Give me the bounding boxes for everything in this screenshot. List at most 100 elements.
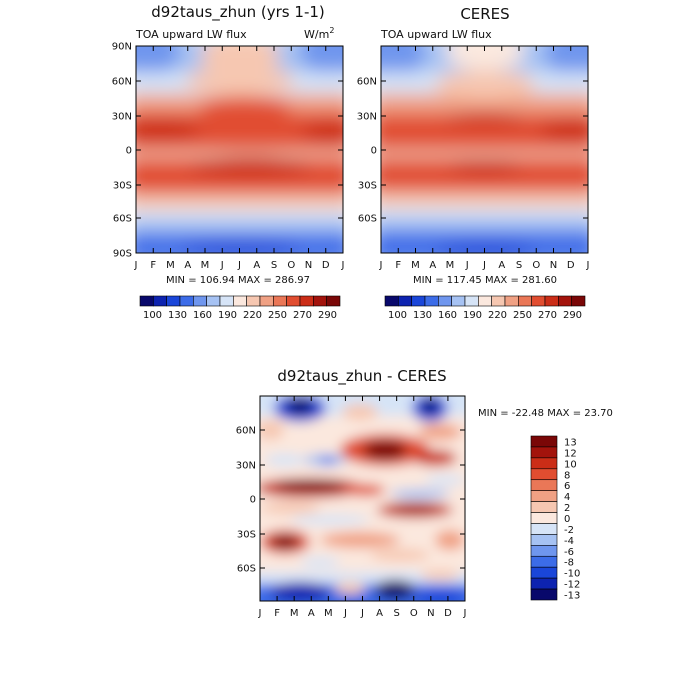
panel-diff-colorbar-label: 4	[564, 492, 570, 503]
panel-ceres-xtick-label: S	[516, 260, 522, 271]
panel-ceres: CERES TOA upward LW flux	[357, 5, 590, 321]
panel-model-ytick-label: 30S	[113, 181, 132, 192]
panel-ceres-xtick-label: J	[586, 260, 590, 271]
panel-model-colorbar-swatch	[259, 295, 274, 307]
panel-diff-xtick-label: M	[290, 608, 299, 619]
panel-diff-colorbar-swatch	[530, 479, 558, 491]
panel-ceres-xtick-label: J	[482, 260, 486, 271]
panel-model-xtick-label: O	[287, 260, 295, 271]
panel-ceres-xtick-label: M	[446, 260, 455, 271]
panel-ceres-colorbar-label: 220	[488, 310, 507, 321]
panel-diff-xtick-label: J	[463, 608, 467, 619]
panel-ceres-colorbar-swatch	[384, 295, 399, 307]
panel-diff-colorbar-swatch	[530, 446, 558, 459]
panel-model-colorbar-label: 160	[193, 310, 212, 321]
panel-diff-colorbar-label: 8	[564, 470, 570, 481]
panel-model-colorbar-label: 190	[218, 310, 237, 321]
panel-ceres-colorbar-swatch	[424, 295, 439, 307]
panel-ceres-colorbar-label: 160	[438, 310, 457, 321]
panel-model-colorbar: 100 130 160 190 220 250 270 290	[139, 295, 341, 321]
panel-model-xtick-label: A	[253, 260, 260, 271]
panel-ceres-xtick-label: D	[567, 260, 575, 271]
panel-model-units: W/m2	[304, 26, 334, 41]
panel-model-ytick-label: 60S	[113, 214, 132, 225]
panel-diff-field	[260, 396, 465, 601]
panel-ceres-colorbar-swatch	[491, 295, 506, 307]
panel-model-stats: MIN = 106.94 MAX = 286.97	[166, 275, 310, 286]
panel-model-colorbar-label: 220	[243, 310, 262, 321]
panel-ceres-xtick-label: A	[498, 260, 505, 271]
panel-ceres-colorbar: 100 130 160 190 220 250 270 290	[384, 295, 586, 321]
panel-ceres-ytick-label: 60S	[358, 214, 377, 225]
panel-diff-colorbar-label: 6	[564, 481, 570, 492]
panel-ceres-xtick-label: A	[429, 260, 436, 271]
panel-ceres-colorbar-swatch	[478, 295, 492, 307]
panel-model-colorbar-swatch	[233, 295, 247, 307]
panel-ceres-xtick-label: M	[411, 260, 420, 271]
panel-diff-title: d92taus_zhun - CERES	[277, 367, 446, 386]
panel-diff-xtick-label: O	[410, 608, 418, 619]
panel-ceres-colorbar-swatch	[531, 295, 546, 307]
panel-diff-xtick-label: S	[393, 608, 399, 619]
panel-diff-colorbar-label: 12	[564, 448, 577, 459]
panel-ceres-y-ticks: 60N 30N 0 30S 60S	[357, 45, 588, 254]
panel-ceres-colorbar-swatch	[544, 295, 559, 307]
panel-model-ytick-label: 90N	[112, 42, 132, 53]
panel-diff-colorbar-label: 2	[564, 503, 570, 514]
panel-ceres-field	[381, 46, 588, 253]
panel-model-colorbar-swatch	[153, 295, 167, 307]
panel-model-xtick-label: M	[166, 260, 175, 271]
panel-diff-colorbar-label: 10	[564, 459, 577, 470]
panel-model-colorbar-swatch	[246, 295, 261, 307]
panel-model-colorbar-swatch	[313, 295, 327, 307]
panel-ceres-xtick-label: N	[550, 260, 557, 271]
panel-model-ytick-label: 0	[126, 146, 132, 157]
panel-diff-colorbar-label: -4	[564, 536, 574, 547]
panel-diff-xtick-label: J	[258, 608, 262, 619]
panel-diff-xtick-label: A	[376, 608, 383, 619]
panel-model-colorbar-label: 270	[293, 310, 312, 321]
panel-ceres-colorbar-swatch	[518, 295, 532, 307]
panel-diff-xtick-label: M	[324, 608, 333, 619]
panel-ceres-xtick-label: F	[395, 260, 401, 271]
panel-model-colorbar-label: 100	[143, 310, 162, 321]
panel-ceres-colorbar-swatch	[398, 295, 412, 307]
panel-model-colorbar-swatch	[299, 295, 314, 307]
panel-model-colorbar-swatch	[219, 295, 234, 307]
panel-diff-y-ticks: 60N 30N 0 30S 60S	[236, 426, 465, 575]
panel-ceres-subtitle: TOA upward LW flux	[380, 28, 492, 41]
panel-ceres-ytick-label: 30N	[357, 112, 377, 123]
panel-ceres-colorbar-swatch	[411, 295, 426, 307]
panel-diff-xtick-label: D	[444, 608, 452, 619]
panel-diff-colorbar-swatch	[530, 435, 558, 448]
panel-model-ytick-label: 90S	[113, 249, 132, 260]
panel-model-field	[136, 46, 343, 253]
panel-ceres-colorbar-label: 250	[513, 310, 532, 321]
panel-diff-colorbar-label: -8	[564, 558, 574, 569]
panel-model-colorbar-label: 250	[268, 310, 287, 321]
panel-ceres-xtick-label: J	[379, 260, 383, 271]
panel-diff-colorbar-swatch	[530, 566, 558, 579]
panel-model-xtick-label: N	[305, 260, 312, 271]
panel-model-ytick-label: 30N	[112, 112, 132, 123]
panel-model-colorbar-swatch	[286, 295, 301, 307]
panel-model-xtick-label: S	[271, 260, 277, 271]
panel-ceres-colorbar-label: 130	[413, 310, 432, 321]
panel-model-colorbar-label: 290	[318, 310, 337, 321]
panel-diff-colorbar-swatch	[530, 523, 558, 535]
panel-model-colorbar-swatch	[179, 295, 194, 307]
panel-diff-ytick-label: 30N	[236, 461, 256, 472]
panel-diff-colorbar-swatch	[530, 577, 558, 590]
panel-diff-xtick-label: J	[343, 608, 347, 619]
panel-model-xtick-label: J	[237, 260, 241, 271]
panel-ceres-xtick-label: J	[465, 260, 469, 271]
panel-diff-colorbar-label: 0	[564, 514, 570, 525]
panel-diff-colorbar-label: -12	[564, 580, 580, 591]
panel-model-xtick-label: D	[322, 260, 330, 271]
panel-model-colorbar-label: 130	[168, 310, 187, 321]
panel-diff-colorbar-swatch	[530, 534, 558, 546]
panel-diff-xtick-label: J	[360, 608, 364, 619]
